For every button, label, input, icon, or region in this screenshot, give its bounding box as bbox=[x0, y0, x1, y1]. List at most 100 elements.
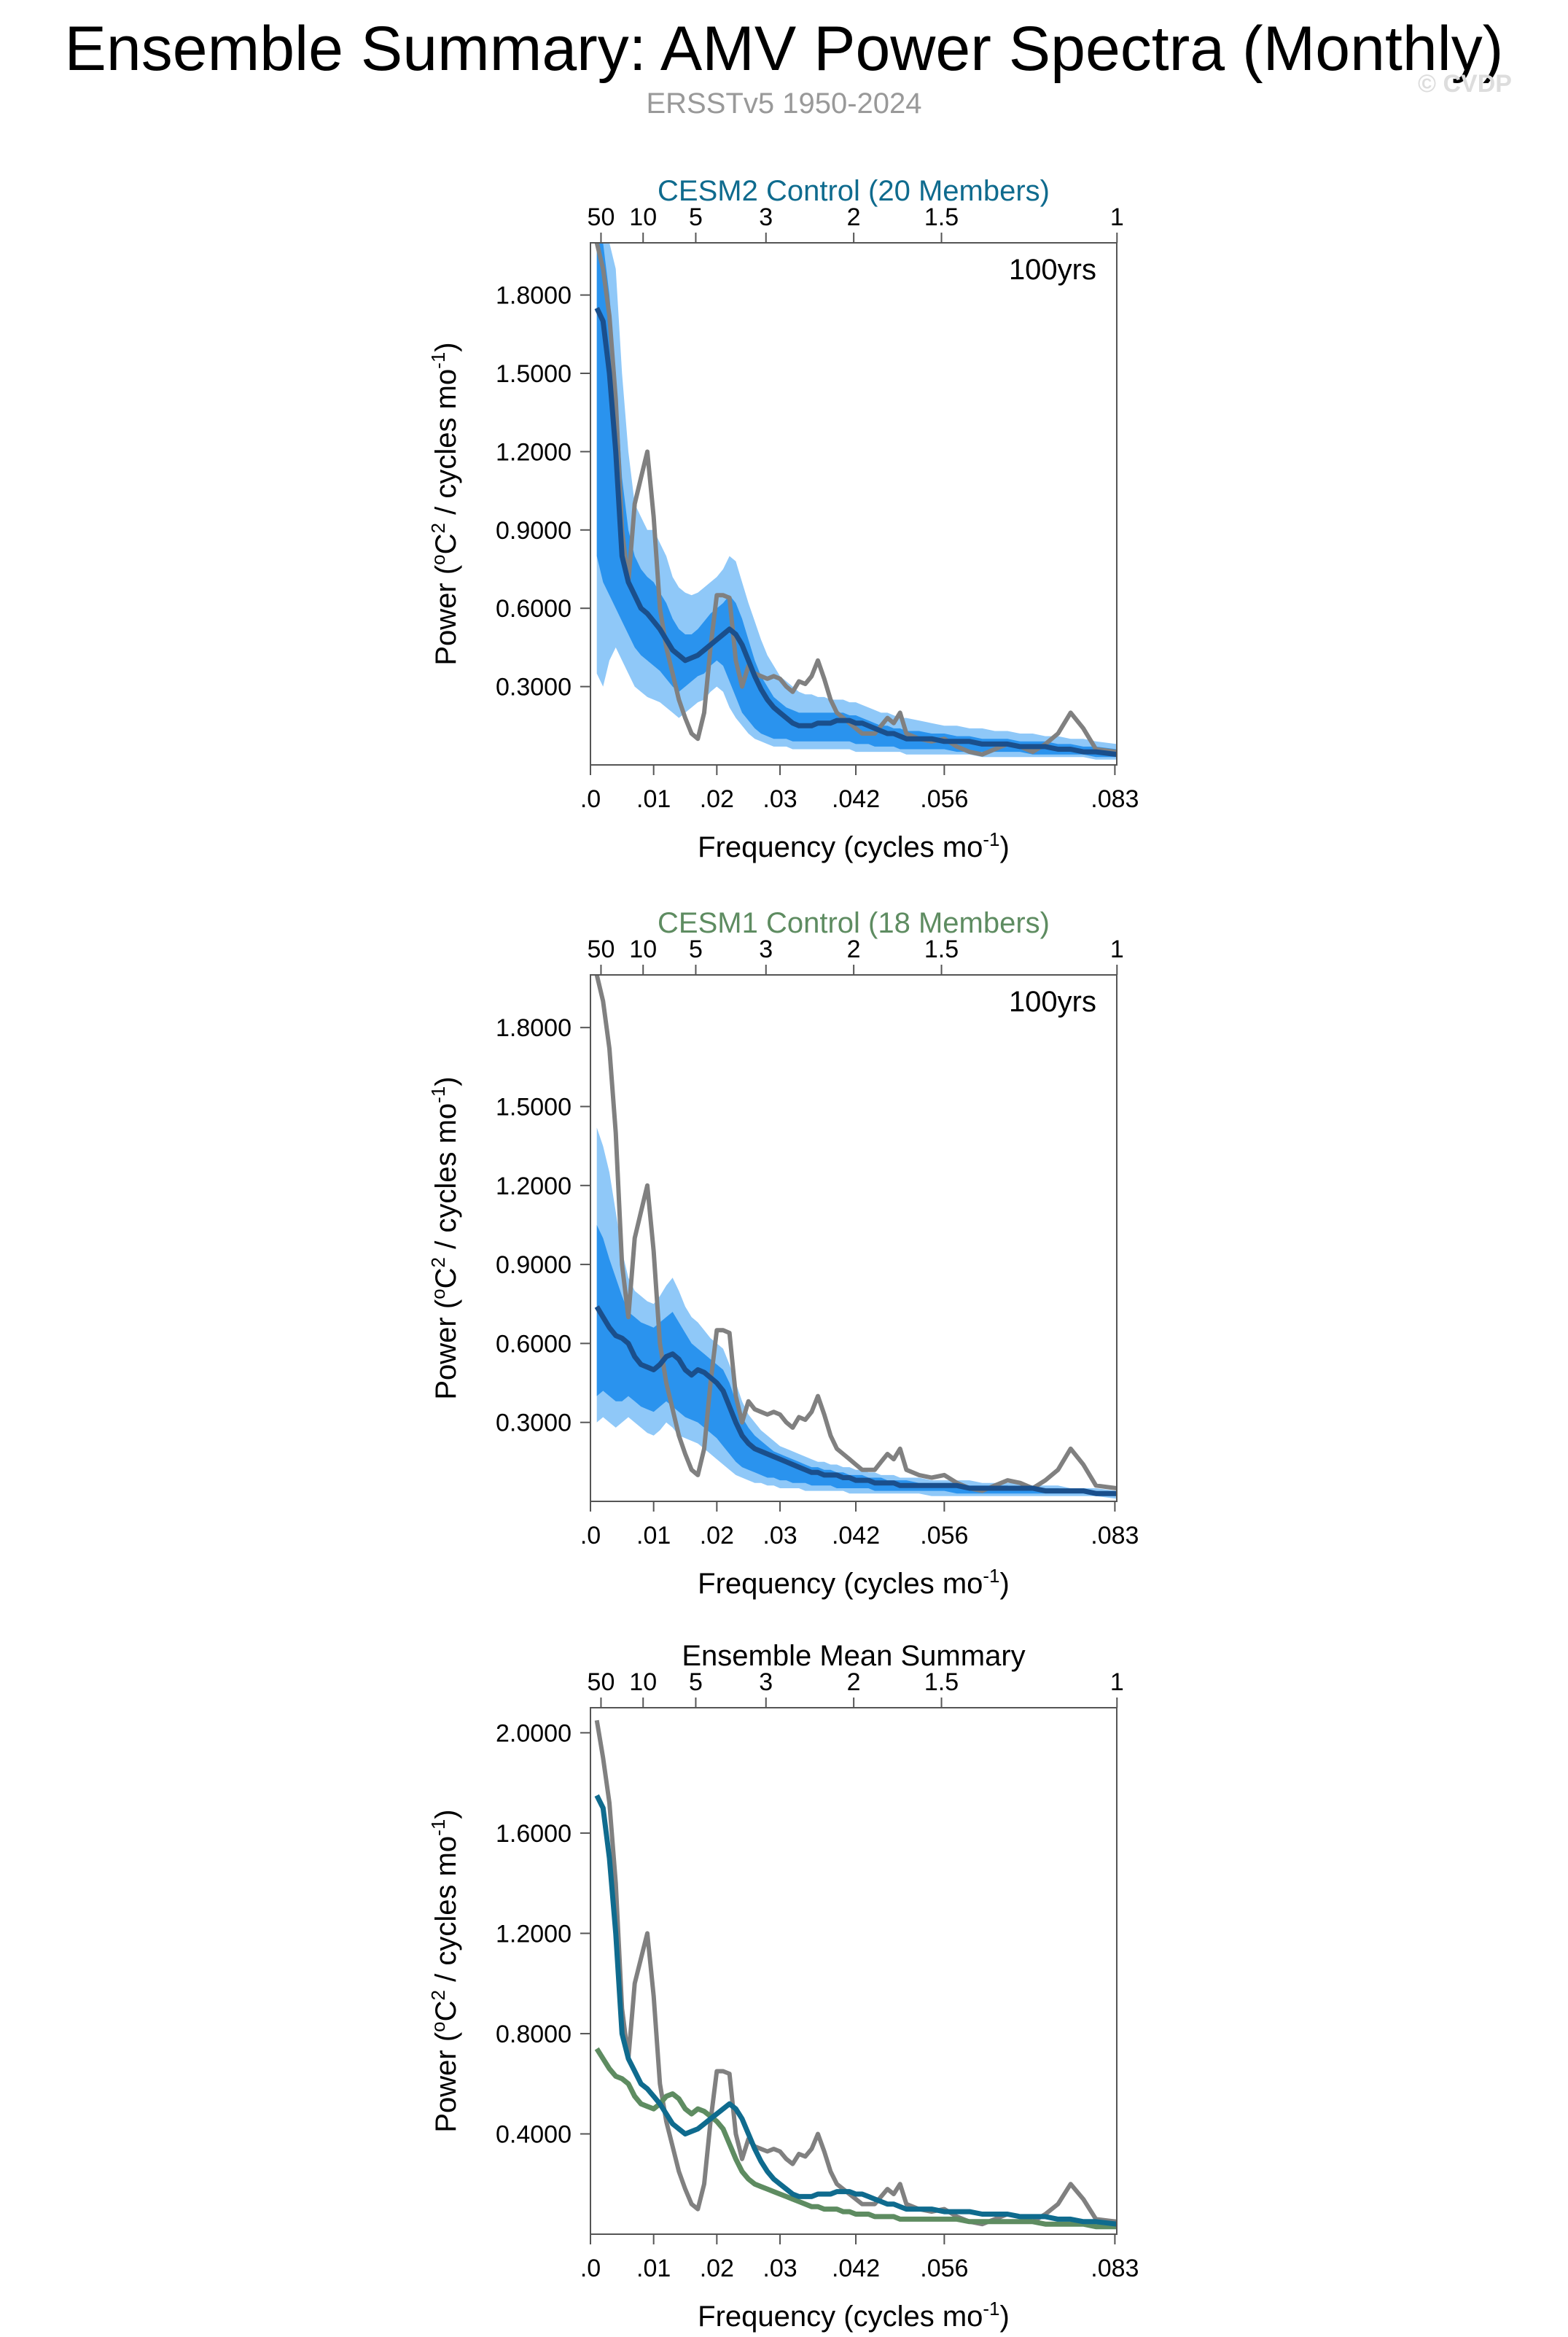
y-tick-label: 1.8000 bbox=[496, 1014, 572, 1042]
y-tick-label: 1.8000 bbox=[496, 282, 572, 310]
top-tick-label: 50 bbox=[588, 203, 615, 231]
y-axis-label-sup: o bbox=[427, 554, 449, 564]
y-axis-label-part: / cycles mo bbox=[430, 1836, 462, 1990]
y-tick-label: 0.6000 bbox=[496, 1330, 572, 1358]
x-axis-label-end: ) bbox=[1000, 831, 1010, 863]
x-tick-label: .042 bbox=[832, 1522, 880, 1549]
spread-band-outer bbox=[596, 1127, 1117, 1499]
x-axis-label-main: Frequency (cycles mo bbox=[698, 2301, 983, 2333]
y-tick-label: 1.5000 bbox=[496, 360, 572, 388]
top-tick-label: 3 bbox=[759, 203, 773, 231]
top-tick-label: 5 bbox=[689, 203, 703, 231]
x-tick-label: .0 bbox=[580, 2255, 601, 2282]
y-axis-label-sup: o bbox=[427, 1288, 449, 1299]
top-tick-label: 50 bbox=[588, 1668, 615, 1696]
period-annotation: 100yrs bbox=[1009, 254, 1096, 286]
panel-title: Ensemble Mean Summary bbox=[682, 1640, 1025, 1672]
spread-band-inner bbox=[596, 1225, 1117, 1496]
x-axis-label: Frequency (cycles mo-1) bbox=[698, 1565, 1010, 1600]
top-tick-label: 1 bbox=[1110, 203, 1124, 231]
x-axis-label: Frequency (cycles mo-1) bbox=[698, 828, 1010, 863]
page-subtitle: ERSSTv5 1950-2024 bbox=[646, 88, 922, 120]
ens-mean-line bbox=[594, 1305, 1117, 1496]
y-axis-label: Power (oC2 / cycles mo-1) bbox=[427, 342, 462, 665]
x-axis-label-end: ) bbox=[1000, 2301, 1010, 2333]
panel-title: CESM2 Control (20 Members) bbox=[658, 175, 1050, 207]
y-axis-label-part: ) bbox=[430, 1809, 462, 1819]
y-axis-label-part: Power ( bbox=[430, 2031, 462, 2132]
y-tick-label: 1.5000 bbox=[496, 1094, 572, 1121]
y-axis-label-part: / cycles mo bbox=[430, 369, 462, 523]
y-axis-label-part: Power ( bbox=[430, 564, 462, 665]
panel-cesm1: .0 .01 .02 .03 .042 .056 .083 50 10 5 3 2 1.5 1 0.3000… bbox=[427, 907, 1139, 1600]
y-axis-label-part: C bbox=[430, 1267, 462, 1288]
top-tick-label: 1 bbox=[1110, 1668, 1124, 1696]
plot-area bbox=[594, 975, 1117, 1499]
top-tick-label: 10 bbox=[629, 203, 657, 231]
observed-line bbox=[594, 975, 1117, 1493]
plot-area bbox=[594, 1719, 1117, 2230]
top-tick-label: 3 bbox=[759, 936, 773, 963]
y-tick-label: 1.2000 bbox=[496, 1173, 572, 1200]
y-tick-label: 2.0000 bbox=[496, 1719, 572, 1747]
x-tick-label: .0 bbox=[580, 785, 601, 813]
y-tick-label: 0.4000 bbox=[496, 2120, 572, 2148]
cesm2-mean-line bbox=[594, 1794, 1117, 2227]
y-tick-label: 1.2000 bbox=[496, 1920, 572, 1948]
x-tick-label: .01 bbox=[636, 2255, 671, 2282]
x-axis-label: Frequency (cycles mo-1) bbox=[698, 2298, 1010, 2333]
x-tick-label: .056 bbox=[920, 785, 968, 813]
y-tick-label: 0.6000 bbox=[496, 595, 572, 623]
x-axis-label-main: Frequency (cycles mo bbox=[698, 1568, 983, 1600]
y-axis-label-sup: -1 bbox=[427, 1086, 449, 1103]
x-tick-label: .01 bbox=[636, 1522, 671, 1549]
x-tick-label: .02 bbox=[700, 785, 734, 813]
x-tick-label: .02 bbox=[700, 1522, 734, 1549]
x-tick-label: .083 bbox=[1091, 2255, 1139, 2282]
plot-area bbox=[594, 243, 1117, 760]
panel-cesm2: .0 .01 .02 .03 .042 .056 .083 50 10 5 3 2 1.5 1 0.3000… bbox=[427, 175, 1139, 863]
y-tick-label: 0.3000 bbox=[496, 674, 572, 701]
y-tick-label: 0.9000 bbox=[496, 1251, 572, 1279]
y-tick-label: 1.6000 bbox=[496, 1820, 572, 1848]
top-tick-label: 1.5 bbox=[924, 936, 959, 963]
x-tick-label: .042 bbox=[832, 785, 880, 813]
x-axis-label-sup: -1 bbox=[983, 2298, 999, 2319]
top-tick-label: 3 bbox=[759, 1668, 773, 1696]
top-tick-label: 50 bbox=[588, 936, 615, 963]
observed-line bbox=[594, 243, 1117, 757]
top-tick-label: 1 bbox=[1110, 936, 1124, 963]
x-tick-label: .0 bbox=[580, 1522, 601, 1549]
x-tick-label: .042 bbox=[832, 2255, 880, 2282]
top-tick-label: 5 bbox=[689, 1668, 703, 1696]
x-tick-label: .083 bbox=[1091, 785, 1139, 813]
y-axis-label: Power (oC2 / cycles mo-1) bbox=[427, 1809, 462, 2132]
top-tick-label: 5 bbox=[689, 936, 703, 963]
y-axis-label-sup: -1 bbox=[427, 352, 449, 369]
observed-line bbox=[594, 1719, 1117, 2227]
y-axis-label-sup: 2 bbox=[427, 523, 449, 533]
panel-title: CESM1 Control (18 Members) bbox=[658, 907, 1050, 939]
y-tick-label: 1.2000 bbox=[496, 438, 572, 466]
watermark: © CVDP bbox=[1418, 70, 1512, 98]
y-axis-label-part: Power ( bbox=[430, 1299, 462, 1399]
y-tick-label: 0.9000 bbox=[496, 517, 572, 545]
top-tick-label: 2 bbox=[847, 1668, 861, 1696]
x-tick-label: .056 bbox=[920, 1522, 968, 1549]
plot-frame bbox=[590, 1707, 1118, 2235]
x-axis-label-sup: -1 bbox=[983, 828, 999, 850]
y-axis-label-part: C bbox=[430, 2000, 462, 2021]
cesm1-mean-line bbox=[594, 2047, 1117, 2230]
top-tick-label: 1.5 bbox=[924, 1668, 959, 1696]
x-axis-label-end: ) bbox=[1000, 1568, 1010, 1600]
y-axis-label-sup: -1 bbox=[427, 1819, 449, 1836]
top-tick-label: 10 bbox=[629, 1668, 657, 1696]
panel-ensemble-summary: .0 .01 .02 .03 .042 .056 .083 50 10 5 3 2 1.5 1 0.4000… bbox=[427, 1640, 1139, 2333]
x-tick-label: .056 bbox=[920, 2255, 968, 2282]
x-tick-label: .02 bbox=[700, 2255, 734, 2282]
y-axis-label-sup: o bbox=[427, 2021, 449, 2031]
top-tick-label: 10 bbox=[629, 936, 657, 963]
y-axis-label-part: ) bbox=[430, 342, 462, 351]
y-tick-label: 0.8000 bbox=[496, 2021, 572, 2048]
